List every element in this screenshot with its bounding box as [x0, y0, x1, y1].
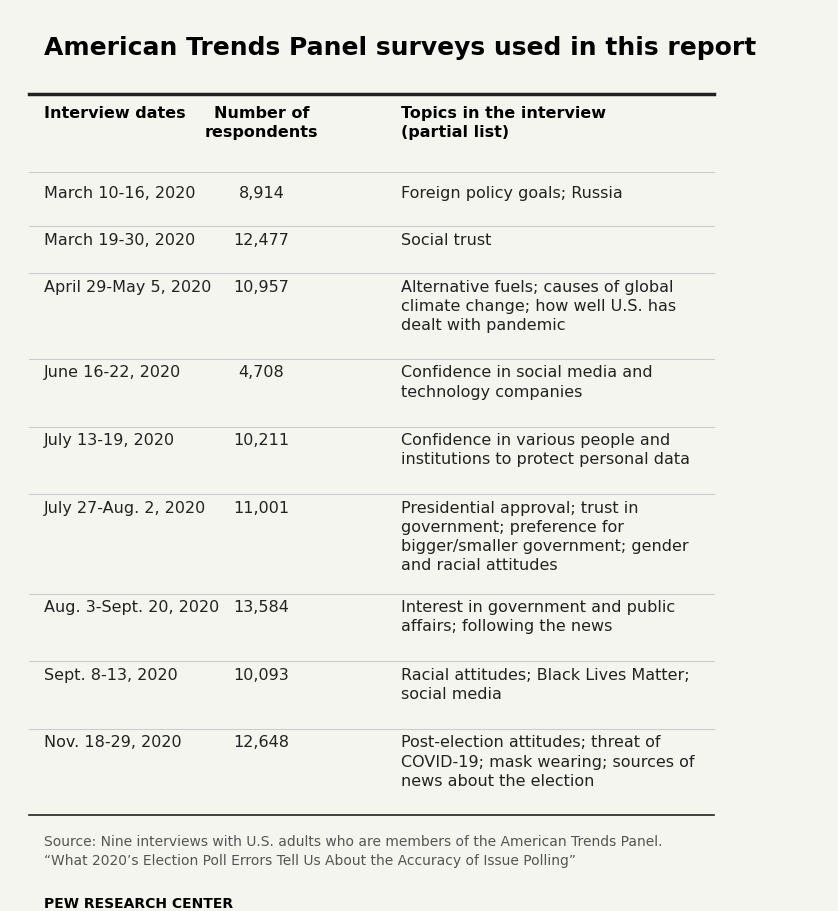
- Text: 11,001: 11,001: [233, 500, 289, 515]
- Text: 10,211: 10,211: [233, 433, 289, 447]
- Text: Aug. 3-Sept. 20, 2020: Aug. 3-Sept. 20, 2020: [44, 599, 220, 614]
- Text: March 10-16, 2020: March 10-16, 2020: [44, 186, 196, 200]
- Text: Topics in the interview
(partial list): Topics in the interview (partial list): [401, 107, 606, 140]
- Text: March 19-30, 2020: March 19-30, 2020: [44, 232, 195, 248]
- Text: Nov. 18-29, 2020: Nov. 18-29, 2020: [44, 734, 182, 750]
- Text: 12,477: 12,477: [234, 232, 289, 248]
- Text: 13,584: 13,584: [234, 599, 289, 614]
- Text: April 29-May 5, 2020: April 29-May 5, 2020: [44, 280, 211, 294]
- Text: July 13-19, 2020: July 13-19, 2020: [44, 433, 175, 447]
- Text: Social trust: Social trust: [401, 232, 492, 248]
- Text: 12,648: 12,648: [233, 734, 289, 750]
- Text: Alternative fuels; causes of global
climate change; how well U.S. has
dealt with: Alternative fuels; causes of global clim…: [401, 280, 676, 333]
- Text: Interest in government and public
affairs; following the news: Interest in government and public affair…: [401, 599, 675, 633]
- Text: June 16-22, 2020: June 16-22, 2020: [44, 365, 181, 380]
- Text: Presidential approval; trust in
government; preference for
bigger/smaller govern: Presidential approval; trust in governme…: [401, 500, 689, 573]
- Text: 10,957: 10,957: [234, 280, 289, 294]
- Text: July 27-Aug. 2, 2020: July 27-Aug. 2, 2020: [44, 500, 206, 515]
- Text: Interview dates: Interview dates: [44, 107, 186, 121]
- Text: Confidence in social media and
technology companies: Confidence in social media and technolog…: [401, 365, 653, 399]
- Text: Number of
respondents: Number of respondents: [204, 107, 318, 140]
- Text: Sept. 8-13, 2020: Sept. 8-13, 2020: [44, 667, 178, 682]
- Text: Racial attitudes; Black Lives Matter;
social media: Racial attitudes; Black Lives Matter; so…: [401, 667, 690, 701]
- Text: 4,708: 4,708: [239, 365, 284, 380]
- Text: 8,914: 8,914: [239, 186, 284, 200]
- Text: Confidence in various people and
institutions to protect personal data: Confidence in various people and institu…: [401, 433, 691, 466]
- Text: American Trends Panel surveys used in this report: American Trends Panel surveys used in th…: [44, 36, 757, 60]
- Text: Foreign policy goals; Russia: Foreign policy goals; Russia: [401, 186, 623, 200]
- Text: Post-election attitudes; threat of
COVID-19; mask wearing; sources of
news about: Post-election attitudes; threat of COVID…: [401, 734, 695, 788]
- Text: Source: Nine interviews with U.S. adults who are members of the American Trends : Source: Nine interviews with U.S. adults…: [44, 834, 663, 867]
- Text: PEW RESEARCH CENTER: PEW RESEARCH CENTER: [44, 896, 233, 910]
- Text: 10,093: 10,093: [234, 667, 289, 682]
